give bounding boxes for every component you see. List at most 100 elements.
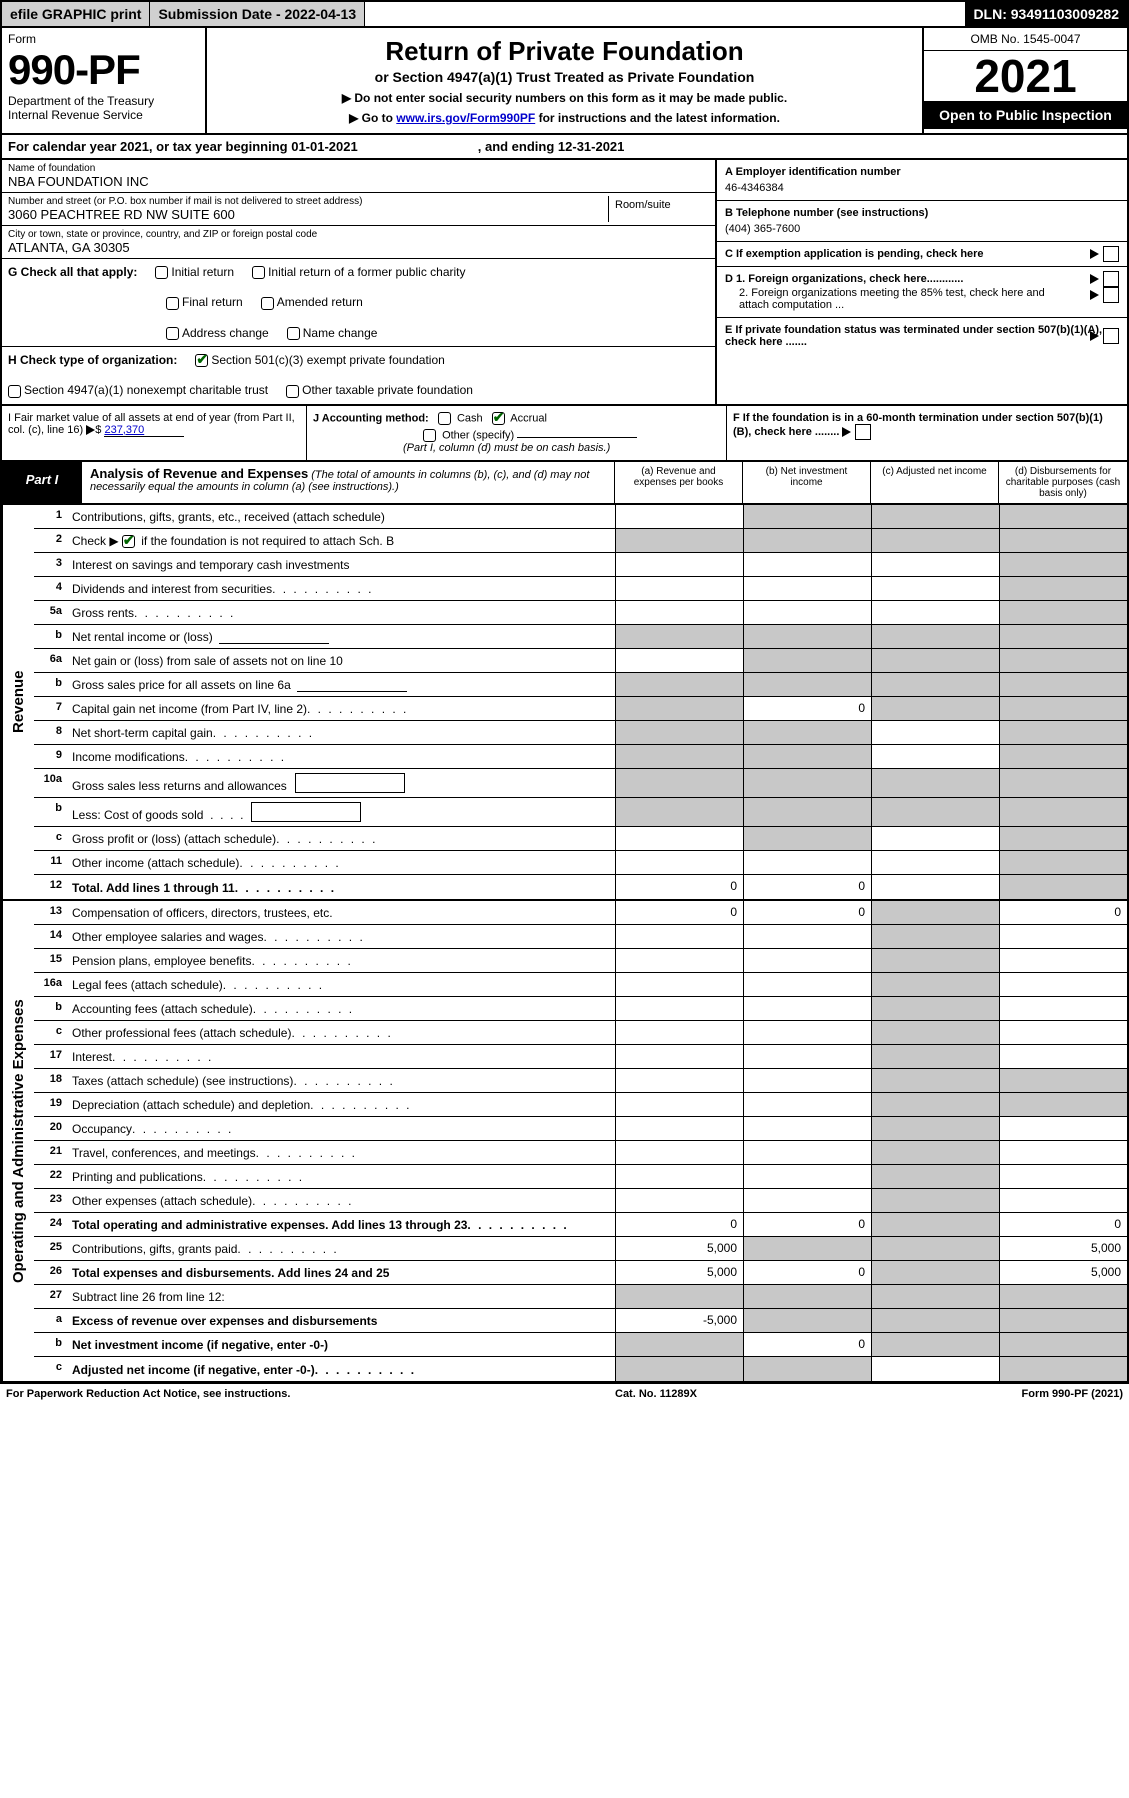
checkbox-icon[interactable] xyxy=(438,412,451,425)
arrow-icon xyxy=(1090,274,1099,284)
efile-label[interactable]: efile GRAPHIC print xyxy=(2,2,150,26)
col-c-head: (c) Adjusted net income xyxy=(871,462,999,503)
irs-link[interactable]: www.irs.gov/Form990PF xyxy=(396,111,535,125)
city-cell: City or town, state or province, country… xyxy=(2,226,715,259)
ein-cell: A Employer identification number 46-4346… xyxy=(717,160,1127,201)
line-20: 20Occupancy xyxy=(34,1117,1127,1141)
submission-date: Submission Date - 2022-04-13 xyxy=(150,2,365,26)
checkbox-icon[interactable] xyxy=(155,266,168,279)
box-f-check[interactable] xyxy=(842,426,871,438)
input-line[interactable] xyxy=(219,630,329,644)
arrow-icon xyxy=(842,427,851,437)
line-22: 22Printing and publications xyxy=(34,1165,1127,1189)
footer-right: Form 990-PF (2021) xyxy=(1022,1388,1123,1400)
line-4: 4Dividends and interest from securities xyxy=(34,577,1127,601)
line-2: 2Check ▶ if the foundation is not requir… xyxy=(34,529,1127,553)
part1-label: Part I xyxy=(2,462,82,503)
foundation-name: NBA FOUNDATION INC xyxy=(8,174,709,189)
box-e-check[interactable] xyxy=(1090,328,1119,344)
arrow-icon xyxy=(1090,331,1099,341)
arrow-icon xyxy=(1090,290,1099,300)
h-check-row: H Check type of organization: Section 50… xyxy=(2,347,715,404)
line-6b: bGross sales price for all assets on lin… xyxy=(34,673,1127,697)
dept-label: Department of the Treasury xyxy=(8,94,199,108)
checkbox-checked-icon[interactable] xyxy=(195,354,208,367)
cal-year-ending: , and ending 12-31-2021 xyxy=(478,139,625,154)
checkbox-icon[interactable] xyxy=(1103,328,1119,344)
line-21: 21Travel, conferences, and meetings xyxy=(34,1141,1127,1165)
form-number: 990-PF xyxy=(8,46,199,94)
header-left: Form 990-PF Department of the Treasury I… xyxy=(2,28,207,133)
line-27a: aExcess of revenue over expenses and dis… xyxy=(34,1309,1127,1333)
line-26: 26Total expenses and disbursements. Add … xyxy=(34,1261,1127,1285)
line-8: 8Net short-term capital gain xyxy=(34,721,1127,745)
box-c-check[interactable] xyxy=(1090,246,1119,262)
checkbox-icon[interactable] xyxy=(423,429,436,442)
box-c-label: C If exemption application is pending, c… xyxy=(725,248,984,260)
f-label: F If the foundation is in a 60-month ter… xyxy=(733,412,1103,438)
checkbox-icon[interactable] xyxy=(252,266,265,279)
h-other-tax[interactable]: Other taxable private foundation xyxy=(286,383,473,397)
g-addr-change[interactable]: Address change xyxy=(166,326,269,340)
checkbox-icon[interactable] xyxy=(166,297,179,310)
form-label: Form xyxy=(8,32,199,46)
i-value-link[interactable]: 237,370 xyxy=(104,424,184,437)
line-27: 27Subtract line 26 from line 12: xyxy=(34,1285,1127,1309)
g-amended[interactable]: Amended return xyxy=(261,295,363,309)
checkbox-icon[interactable] xyxy=(286,385,299,398)
line-16c: cOther professional fees (attach schedul… xyxy=(34,1021,1127,1045)
checkbox-checked-icon[interactable] xyxy=(122,535,135,548)
open-inspection: Open to Public Inspection xyxy=(924,101,1127,129)
checkbox-icon[interactable] xyxy=(166,327,179,340)
part1-title: Analysis of Revenue and Expenses xyxy=(90,466,308,481)
checkbox-icon[interactable] xyxy=(1103,271,1119,287)
checkbox-icon[interactable] xyxy=(8,385,21,398)
checkbox-icon[interactable] xyxy=(261,297,274,310)
input-line[interactable] xyxy=(297,678,407,692)
g-initial-former[interactable]: Initial return of a former public charit… xyxy=(252,265,465,279)
ein-label: A Employer identification number xyxy=(725,166,901,178)
j-cash: Cash xyxy=(457,412,483,424)
expenses-side-label: Operating and Administrative Expenses xyxy=(2,901,34,1381)
info-left: Name of foundation NBA FOUNDATION INC Nu… xyxy=(2,160,717,404)
h-4947[interactable]: Section 4947(a)(1) nonexempt charitable … xyxy=(8,383,268,397)
top-bar: efile GRAPHIC print Submission Date - 20… xyxy=(0,0,1129,28)
line-10b: bLess: Cost of goods sold . . . . xyxy=(34,798,1127,827)
box-d2-check[interactable] xyxy=(1090,287,1119,303)
footer-left: For Paperwork Reduction Act Notice, see … xyxy=(6,1388,290,1400)
input-box[interactable] xyxy=(295,773,405,793)
line-7: 7Capital gain net income (from Part IV, … xyxy=(34,697,1127,721)
checkbox-icon[interactable] xyxy=(1103,246,1119,262)
g-final[interactable]: Final return xyxy=(166,295,243,309)
expenses-table: Operating and Administrative Expenses 13… xyxy=(0,901,1129,1383)
checkbox-checked-icon[interactable] xyxy=(492,412,505,425)
h-label: H Check type of organization: xyxy=(8,353,177,367)
input-box[interactable] xyxy=(251,802,361,822)
checkbox-icon[interactable] xyxy=(1103,287,1119,303)
note2-post: for instructions and the latest informat… xyxy=(535,111,780,125)
checkbox-icon[interactable] xyxy=(855,424,871,440)
f-cell: F If the foundation is in a 60-month ter… xyxy=(727,406,1127,460)
footer: For Paperwork Reduction Act Notice, see … xyxy=(0,1383,1129,1404)
ein-value: 46-4346384 xyxy=(725,182,1119,194)
room-cell: Room/suite xyxy=(609,196,709,222)
line-6a: 6aNet gain or (loss) from sale of assets… xyxy=(34,649,1127,673)
dln-label: DLN: 93491103009282 xyxy=(965,2,1127,26)
line-1: 1Contributions, gifts, grants, etc., rec… xyxy=(34,505,1127,529)
info-right: A Employer identification number 46-4346… xyxy=(717,160,1127,404)
g-initial[interactable]: Initial return xyxy=(155,265,234,279)
g-name-change[interactable]: Name change xyxy=(287,326,378,340)
checkbox-icon[interactable] xyxy=(287,327,300,340)
g-check-row: G Check all that apply: Initial return I… xyxy=(2,259,715,347)
col-a-head: (a) Revenue and expenses per books xyxy=(615,462,743,503)
arrow-icon xyxy=(1090,249,1099,259)
box-c: C If exemption application is pending, c… xyxy=(717,242,1127,267)
address-label: Number and street (or P.O. box number if… xyxy=(8,196,608,207)
j-accrual: Accrual xyxy=(510,412,547,424)
revenue-side-label: Revenue xyxy=(2,505,34,899)
line-27c: cAdjusted net income (if negative, enter… xyxy=(34,1357,1127,1381)
h-501[interactable]: Section 501(c)(3) exempt private foundat… xyxy=(195,353,444,367)
line-18: 18Taxes (attach schedule) (see instructi… xyxy=(34,1069,1127,1093)
box-d1-check[interactable] xyxy=(1090,271,1119,287)
footer-mid: Cat. No. 11289X xyxy=(615,1388,697,1400)
